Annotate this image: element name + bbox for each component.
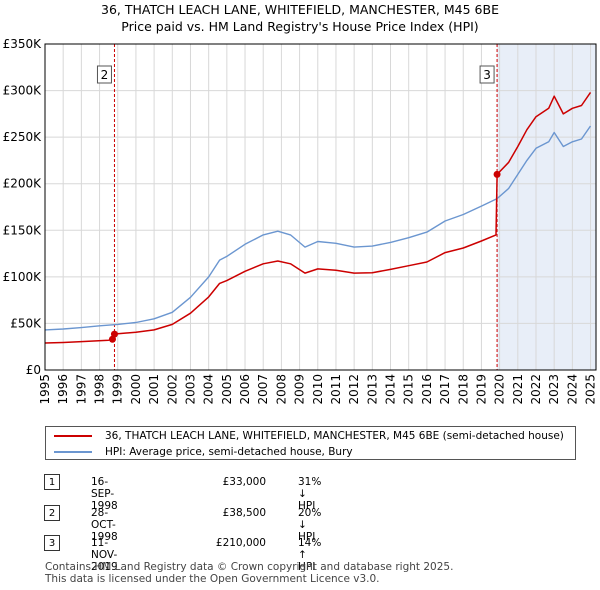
legend-item-property: 36, THATCH LEACH LANE, WHITEFIELD, MANCH… [54,429,564,443]
y-tick-label: £200K [3,177,43,191]
sale-number-badge: 3 [44,535,60,551]
sale-point [110,330,118,338]
sale-date: 16-SEP-1998 [91,476,118,512]
sale-date: 11-NOV-2019 [91,537,118,573]
x-tick-label: 2007 [256,374,270,405]
sale-price: £38,500 [222,507,266,519]
legend-item-hpi: HPI: Average price, semi-detached house,… [54,445,353,459]
property-series-line [44,91,592,344]
sale-hpi-change: 14% ↑ HPI [298,537,322,573]
x-tick-label: 2019 [474,374,488,405]
x-tick-label: 2016 [420,374,434,405]
x-tick-label: 2013 [365,374,379,405]
x-tick-label: 2024 [565,374,579,405]
sale-marker-box [479,65,495,84]
legend-swatch-hpi [54,451,92,453]
y-tick-label: £300K [3,84,43,98]
footer-copyright: Contains HM Land Registry data © Crown c… [45,561,454,573]
x-tick-label: 2010 [311,374,325,405]
y-tick-label: £350K [3,37,43,51]
x-tick-label: 2021 [511,374,525,405]
x-tick-label: 2012 [347,374,361,405]
x-tick-label: 2003 [183,374,197,405]
sale-marker-box [96,65,112,84]
sale-hpi-change: 20% ↓ HPI [298,507,322,543]
price-chart: £0 £50K £100K £150K £200K £250K £300K £350K 1995… [3,37,598,405]
x-tick-label: 1997 [74,374,88,405]
x-tick-label: 2005 [220,374,234,405]
sale-point [493,170,501,178]
x-tick-label: 2023 [547,374,561,405]
legend-label-hpi: HPI: Average price, semi-detached house,… [105,446,353,458]
x-tick-label: 2017 [438,374,452,405]
sale-price: £210,000 [215,537,266,549]
shaded-period [497,44,596,370]
y-tick-label: £250K [3,130,43,144]
sale-price: £33,000 [222,476,266,488]
x-tick-label: 1995 [38,374,52,405]
legend-swatch-property [54,435,92,437]
x-tick-label: 2004 [202,374,216,405]
x-tick-label: 2014 [384,374,398,405]
sale-marker-label: 3 [483,68,491,82]
x-tick-label: 1999 [111,374,125,405]
x-tick-label: 2025 [584,374,598,405]
x-tick-label: 2015 [402,374,416,405]
x-tick-label: 2018 [456,374,470,405]
x-tick-label: 2009 [293,374,307,405]
chart-title-line1: 36, THATCH LEACH LANE, WHITEFIELD, MANCH… [101,2,499,17]
x-tick-label: 2011 [329,374,343,405]
sale-number-badge: 1 [44,474,60,490]
hpi-series-line [44,125,592,331]
x-tick-label: 2020 [493,374,507,405]
x-tick-label: 2022 [529,374,543,405]
sale-marker-label: 2 [101,68,109,82]
footer-license: This data is licensed under the Open Gov… [45,573,380,585]
sale-date: 28-OCT-1998 [91,507,118,543]
x-tick-label: 1998 [93,374,107,405]
y-tick-label: £50K [10,316,42,330]
sale-number-badge: 2 [44,505,60,521]
x-tick-label: 2008 [274,374,288,405]
x-tick-label: 2006 [238,374,252,405]
y-tick-label: £100K [3,270,43,284]
x-tick-label: 1996 [56,374,70,405]
y-tick-label: £0 [26,363,41,377]
x-tick-label: 2001 [147,374,161,405]
legend: 36, THATCH LEACH LANE, WHITEFIELD, MANCH… [45,426,576,460]
x-tick-label: 2000 [129,374,143,405]
legend-label-property: 36, THATCH LEACH LANE, WHITEFIELD, MANCH… [105,430,564,442]
chart-title-line2: Price paid vs. HM Land Registry's House … [121,19,479,34]
sale-hpi-change: 31% ↓ HPI [298,476,322,512]
y-tick-label: £150K [3,223,43,237]
x-tick-label: 2002 [165,374,179,405]
plot-frame [44,43,597,371]
